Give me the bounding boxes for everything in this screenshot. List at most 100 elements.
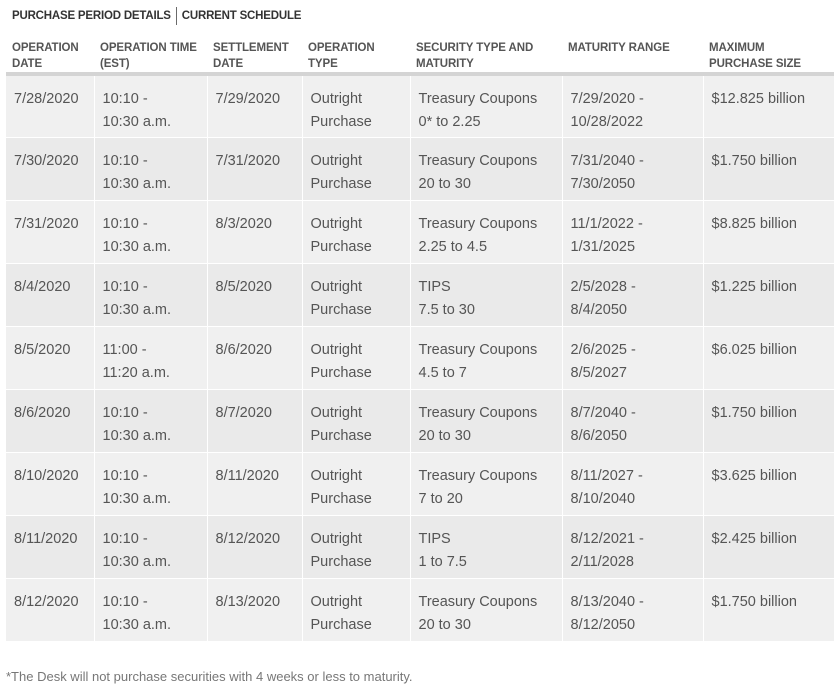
cell-max-purchase-size: $1.225 billion bbox=[703, 263, 834, 327]
header-max-purchase-size: MAXIMUM PURCHASE SIZE bbox=[703, 32, 834, 76]
cell-text: TIPS bbox=[418, 278, 451, 295]
cell-operation-type: Outright Purchase bbox=[302, 389, 411, 453]
cell-text: $8.825 billion bbox=[711, 215, 797, 232]
cell-max-purchase-size: $1.750 billion bbox=[703, 578, 834, 642]
table-row: 7/31/2020 10:10 - 10:30 a.m. 8/3/2020 Outrig… bbox=[6, 200, 834, 264]
cell-security-type: Treasury Coupons 7 to 20 bbox=[410, 452, 563, 516]
table-row: 8/5/2020 11:00 - 11:20 a.m. 8/6/2020 Outrigh… bbox=[6, 326, 834, 390]
cell-text: 10:30 a.m. bbox=[102, 490, 172, 507]
cell-text: 11:00 - bbox=[102, 341, 147, 358]
cell-text: Outright bbox=[310, 278, 363, 295]
cell-maturity-range: 8/13/2040 - 8/12/2050 bbox=[562, 578, 704, 642]
header-row: OPERATION DATE OPERATION TIME (EST) SETTLEME… bbox=[6, 32, 834, 76]
cell-text: 10:30 a.m. bbox=[102, 301, 172, 318]
cell-maturity-range: 2/5/2028 - 8/4/2050 bbox=[562, 263, 704, 327]
cell-text: 7/29/2020 - bbox=[570, 91, 644, 107]
table-row: 8/6/2020 10:10 - 10:30 a.m. 8/7/2020 Outrigh… bbox=[6, 389, 834, 453]
cell-text: 8/13/2040 - bbox=[570, 593, 644, 610]
cell-text: 7 to 20 bbox=[418, 490, 463, 507]
cell-text: 7/31/2040 - bbox=[570, 152, 644, 169]
tab-current-schedule[interactable]: CURRENT SCHEDULE bbox=[181, 10, 302, 22]
cell-text: 10:30 a.m. bbox=[102, 553, 172, 570]
tab-purchase-period-details[interactable]: PURCHASE PERIOD DETAILS bbox=[12, 10, 171, 22]
cell-text: 10/28/2022 bbox=[570, 114, 644, 130]
cell-security-type: TIPS 7.5 to 30 bbox=[410, 263, 563, 327]
cell-operation-time: 11:00 - 11:20 a.m. bbox=[94, 326, 208, 390]
cell-text: 11:20 a.m. bbox=[102, 364, 170, 381]
cell-text: Treasury Coupons bbox=[418, 593, 538, 610]
cell-text: 8/11/2020 bbox=[14, 530, 78, 547]
cell-security-type: Treasury Coupons 20 to 30 bbox=[410, 389, 563, 453]
cell-text: Purchase bbox=[310, 490, 372, 507]
cell-text: 8/4/2050 bbox=[570, 301, 627, 318]
cell-text: Purchase bbox=[310, 427, 372, 444]
table-row: 8/4/2020 10:10 - 10:30 a.m. 8/5/2020 Outrigh… bbox=[6, 263, 834, 327]
cell-settlement-date: 8/6/2020 bbox=[207, 326, 303, 390]
cell-text: Purchase bbox=[310, 114, 372, 130]
cell-text: 0* to 2.25 bbox=[418, 114, 481, 130]
header-label-line: DATE bbox=[213, 58, 244, 70]
cell-operation-type: Outright Purchase bbox=[302, 452, 411, 516]
cell-text: 10:10 - bbox=[102, 467, 148, 484]
cell-text: $2.425 billion bbox=[711, 530, 797, 547]
cell-text: 8/11/2020 bbox=[215, 467, 279, 484]
tab-bar: PURCHASE PERIOD DETAILS CURRENT SCHEDULE bbox=[12, 6, 301, 26]
footnote: *The Desk will not purchase securities w… bbox=[6, 669, 413, 684]
cell-text: 8/6/2050 bbox=[570, 427, 627, 444]
cell-text: Outright bbox=[310, 467, 363, 484]
header-label-line: (EST) bbox=[100, 58, 130, 70]
cell-maturity-range: 8/12/2021 - 2/11/2028 bbox=[562, 515, 704, 579]
cell-security-type: Treasury Coupons 4.5 to 7 bbox=[410, 326, 563, 390]
cell-text: $3.625 billion bbox=[711, 467, 797, 484]
cell-max-purchase-size: $6.025 billion bbox=[703, 326, 834, 390]
table-row: 7/30/2020 10:10 - 10:30 a.m. 7/31/2020 Outri… bbox=[6, 137, 834, 201]
cell-max-purchase-size: $1.750 billion bbox=[703, 137, 834, 201]
cell-text: 10:10 - bbox=[102, 278, 148, 295]
cell-text: 1/31/2025 bbox=[570, 238, 636, 255]
table-row: 8/11/2020 10:10 - 10:30 a.m. 8/12/2020 Outri… bbox=[6, 515, 834, 579]
cell-text: Purchase bbox=[310, 175, 372, 192]
cell-text: Purchase bbox=[310, 553, 372, 570]
cell-text: 10:10 - bbox=[102, 404, 148, 421]
cell-settlement-date: 8/5/2020 bbox=[207, 263, 303, 327]
cell-text: 11/1/2022 - bbox=[570, 215, 643, 232]
header-label-line: SECURITY TYPE AND bbox=[416, 42, 534, 54]
cell-text: 8/3/2020 bbox=[215, 215, 272, 232]
header-label-line: OPERATION bbox=[12, 42, 79, 54]
cell-text: 8/5/2027 bbox=[570, 364, 627, 381]
cell-text: Treasury Coupons bbox=[418, 341, 538, 358]
cell-text: Outright bbox=[310, 215, 363, 232]
header-security-type: SECURITY TYPE AND MATURITY bbox=[410, 32, 562, 76]
header-operation-type: OPERATION TYPE bbox=[302, 32, 410, 76]
cell-operation-time: 10:10 - 10:30 a.m. bbox=[94, 74, 208, 138]
cell-text: 20 to 30 bbox=[418, 427, 471, 444]
cell-operation-date: 7/31/2020 bbox=[6, 200, 95, 264]
cell-text: $12.825 billion bbox=[711, 91, 806, 107]
cell-operation-date: 8/6/2020 bbox=[6, 389, 95, 453]
cell-text: 7/30/2050 bbox=[570, 175, 636, 192]
header-maturity-range: MATURITY RANGE bbox=[562, 32, 703, 76]
cell-text: 8/11/2027 - bbox=[570, 467, 643, 484]
cell-max-purchase-size: $1.750 billion bbox=[703, 389, 834, 453]
cell-operation-type: Outright Purchase bbox=[302, 326, 411, 390]
cell-text: 8/13/2020 bbox=[215, 593, 281, 610]
cell-operation-date: 8/5/2020 bbox=[6, 326, 95, 390]
cell-text: 7/28/2020 bbox=[14, 91, 79, 107]
cell-text: 10:10 - bbox=[102, 152, 148, 169]
header-label-line: TYPE bbox=[308, 58, 338, 70]
cell-operation-date: 7/30/2020 bbox=[6, 137, 95, 201]
cell-text: 10:30 a.m. bbox=[102, 175, 172, 192]
cell-settlement-date: 7/29/2020 bbox=[207, 74, 303, 138]
cell-security-type: TIPS 1 to 7.5 bbox=[410, 515, 563, 579]
cell-operation-time: 10:10 - 10:30 a.m. bbox=[94, 452, 208, 516]
cell-text: 2/11/2028 bbox=[570, 553, 634, 570]
cell-text: Outright bbox=[310, 530, 363, 547]
header-label-line: DATE bbox=[12, 58, 43, 70]
cell-maturity-range: 11/1/2022 - 1/31/2025 bbox=[562, 200, 704, 264]
tab-divider bbox=[175, 7, 177, 25]
cell-max-purchase-size: $8.825 billion bbox=[703, 200, 834, 264]
cell-security-type: Treasury Coupons 20 to 30 bbox=[410, 137, 563, 201]
cell-text: 2/6/2025 - bbox=[570, 341, 636, 358]
cell-max-purchase-size: $12.825 billion bbox=[703, 74, 834, 138]
cell-text: Purchase bbox=[310, 238, 372, 255]
